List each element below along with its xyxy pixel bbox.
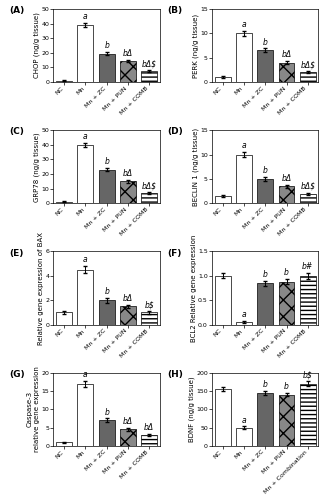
Text: (H): (H) — [167, 370, 183, 379]
Text: b#: b# — [302, 262, 313, 271]
Bar — [257, 179, 273, 204]
Bar — [99, 170, 115, 203]
Text: bΔ: bΔ — [123, 417, 133, 426]
Text: b: b — [104, 42, 109, 50]
Y-axis label: Relative gene expression of BAX: Relative gene expression of BAX — [38, 232, 44, 344]
Y-axis label: BDNF (ng/g tissue): BDNF (ng/g tissue) — [188, 376, 195, 442]
Text: b: b — [263, 166, 268, 175]
Bar — [120, 306, 136, 324]
Bar — [236, 34, 252, 82]
Bar — [257, 50, 273, 82]
Y-axis label: BCL2 Relative gene expression: BCL2 Relative gene expression — [191, 234, 197, 342]
Bar — [236, 154, 252, 204]
Text: b: b — [104, 408, 109, 416]
Bar — [300, 384, 316, 446]
Bar — [236, 428, 252, 446]
Bar — [99, 420, 115, 446]
Bar — [77, 25, 93, 82]
Text: bΔ: bΔ — [123, 294, 133, 302]
Bar — [141, 71, 157, 82]
Bar — [77, 145, 93, 204]
Text: bΔ$: bΔ$ — [300, 60, 315, 70]
Bar — [279, 394, 295, 446]
Bar — [279, 282, 295, 325]
Bar — [120, 61, 136, 82]
Text: b: b — [263, 380, 268, 389]
Bar — [300, 276, 316, 324]
Text: a: a — [83, 132, 88, 141]
Text: b: b — [263, 270, 268, 279]
Text: (B): (B) — [167, 6, 182, 15]
Text: bΔ: bΔ — [123, 170, 133, 178]
Text: b$: b$ — [145, 300, 154, 310]
Text: b: b — [284, 382, 289, 391]
Text: (E): (E) — [9, 248, 23, 258]
Text: bΔ$: bΔ$ — [300, 182, 315, 191]
Text: bΔ: bΔ — [144, 423, 154, 432]
Bar — [141, 312, 157, 324]
Bar — [215, 196, 231, 203]
Bar — [141, 193, 157, 203]
Text: b$: b$ — [303, 370, 313, 380]
Text: bΔ$: bΔ$ — [142, 60, 157, 68]
Bar — [77, 384, 93, 446]
Bar — [56, 442, 72, 446]
Bar — [257, 283, 273, 325]
Text: (C): (C) — [9, 127, 24, 136]
Text: b: b — [263, 38, 268, 46]
Bar — [120, 182, 136, 204]
Text: a: a — [242, 416, 246, 424]
Text: b: b — [284, 268, 289, 278]
Bar — [99, 54, 115, 82]
Text: a: a — [242, 142, 246, 150]
Bar — [300, 194, 316, 203]
Text: b: b — [104, 158, 109, 166]
Y-axis label: Caspase-3
relative gene expression: Caspase-3 relative gene expression — [27, 366, 40, 452]
Bar — [300, 72, 316, 82]
Bar — [215, 77, 231, 82]
Bar — [120, 430, 136, 446]
Bar — [236, 322, 252, 324]
Bar — [56, 80, 72, 82]
Text: bΔ$: bΔ$ — [142, 182, 157, 190]
Text: (A): (A) — [9, 6, 24, 15]
Text: (G): (G) — [9, 370, 24, 379]
Y-axis label: CHOP (ng/g tissue): CHOP (ng/g tissue) — [34, 12, 40, 78]
Text: a: a — [242, 20, 246, 29]
Bar — [99, 300, 115, 324]
Bar — [215, 389, 231, 446]
Bar — [77, 270, 93, 324]
Text: bΔ: bΔ — [282, 174, 292, 183]
Bar — [279, 186, 295, 204]
Y-axis label: PERK (ng/g tissue): PERK (ng/g tissue) — [192, 14, 199, 78]
Text: b: b — [104, 287, 109, 296]
Text: a: a — [242, 310, 246, 320]
Bar — [279, 62, 295, 82]
Text: a: a — [83, 370, 88, 379]
Bar — [56, 312, 72, 324]
Y-axis label: GRP78 (ng/g tissue): GRP78 (ng/g tissue) — [34, 132, 40, 202]
Text: a: a — [83, 255, 88, 264]
Text: (D): (D) — [167, 127, 183, 136]
Text: bΔ: bΔ — [282, 50, 292, 59]
Text: bΔ: bΔ — [123, 48, 133, 58]
Bar — [257, 393, 273, 446]
Y-axis label: BECLIN 1 (ng/g tissue): BECLIN 1 (ng/g tissue) — [192, 128, 199, 206]
Bar — [56, 202, 72, 203]
Text: a: a — [83, 12, 88, 22]
Bar — [215, 276, 231, 324]
Bar — [141, 435, 157, 446]
Text: (F): (F) — [167, 248, 182, 258]
